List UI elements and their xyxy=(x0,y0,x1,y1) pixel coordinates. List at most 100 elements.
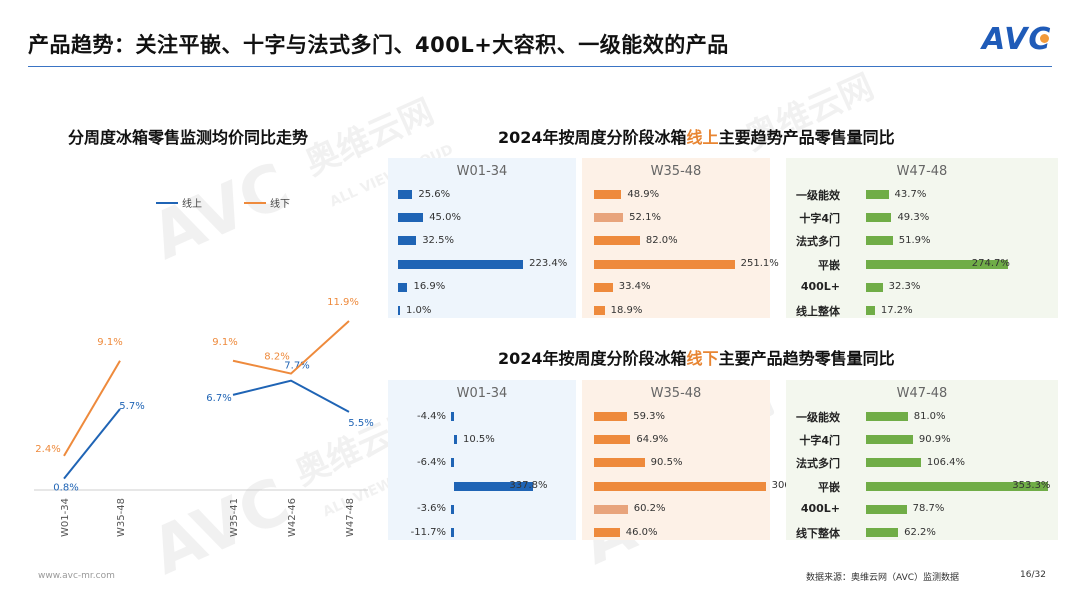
title-part: 2024年按周度分阶段冰箱 xyxy=(498,128,687,147)
panel-header: W47-48 xyxy=(896,164,948,179)
bar xyxy=(866,190,889,199)
category-label: 400L+ xyxy=(800,279,840,293)
data-label: 0.8% xyxy=(53,483,78,494)
bar xyxy=(594,213,624,223)
bar xyxy=(866,481,1049,491)
bar xyxy=(398,259,524,269)
data-label: 2.4% xyxy=(35,444,60,455)
line-chart-title: 分周度冰箱零售监测均价同比走势 xyxy=(68,128,309,147)
title-highlight-online: 线上 xyxy=(686,128,719,147)
x-tick-label: W47-48 xyxy=(345,498,356,537)
bar-value-label: 90.9% xyxy=(918,433,951,445)
bar xyxy=(594,435,631,445)
bar-value-label: 251.1% xyxy=(740,258,779,270)
category-label: 一级能效 xyxy=(796,189,840,202)
data-label: 7.7% xyxy=(284,361,309,372)
data-label: 9.1% xyxy=(212,337,237,348)
bar-value-label: 223.4% xyxy=(529,258,568,270)
bar-value-label: 33.4% xyxy=(618,281,651,293)
bar xyxy=(594,481,766,491)
page-number: 16/32 xyxy=(1020,570,1046,580)
bar xyxy=(866,504,907,514)
bar xyxy=(866,412,908,421)
bar xyxy=(866,306,875,315)
bar-value-label: -3.6% xyxy=(416,503,446,515)
bar-value-label: 60.2% xyxy=(633,503,666,515)
panel-header: W47-48 xyxy=(896,386,948,401)
bar-panel-w01-34: W01-34 xyxy=(388,380,576,540)
bar-value-label: 46.0% xyxy=(625,526,658,538)
data-label: 5.5% xyxy=(348,418,373,429)
bar xyxy=(594,458,645,468)
panel-header: W35-48 xyxy=(650,386,702,401)
bar xyxy=(866,528,899,537)
bar-value-label: 353.3% xyxy=(1012,480,1051,492)
category-label: 法式多门 xyxy=(796,457,840,471)
bar xyxy=(451,412,454,421)
bar-value-label: 25.6% xyxy=(418,188,451,200)
bar-value-label: 32.5% xyxy=(422,234,454,246)
bar xyxy=(594,190,622,199)
bar xyxy=(451,458,454,468)
online-bar-chart-title: 2024年按周度分阶段冰箱线上主要趋势产品零售量同比 xyxy=(498,124,895,148)
x-tick-label: W42-46 xyxy=(287,498,298,537)
bar-value-label: 337.8% xyxy=(509,480,548,492)
bar-value-label: 51.9% xyxy=(898,234,931,246)
category-label: 平嵌 xyxy=(818,480,840,494)
bar-value-label: 1.0% xyxy=(406,304,432,316)
data-label: 9.1% xyxy=(97,337,122,348)
bar xyxy=(398,213,424,223)
x-tick-label: W35-41 xyxy=(229,498,240,537)
x-tick-label: W35-48 xyxy=(116,498,127,537)
category-label: 线下整体 xyxy=(796,527,840,540)
bar-value-label: 32.3% xyxy=(888,281,921,293)
legend-label: 线下 xyxy=(270,197,290,210)
page-title: 产品趋势：关注平嵌、十字与法式多门、400L+大容积、一级能效的产品 xyxy=(28,33,729,57)
series-line-offline xyxy=(63,360,121,457)
bar-value-label: -6.4% xyxy=(416,456,446,468)
bar xyxy=(594,504,628,514)
data-label: 11.9% xyxy=(327,297,359,308)
bar xyxy=(451,528,454,537)
bar-value-label: 81.0% xyxy=(913,410,946,422)
logo-dot xyxy=(1040,34,1049,43)
x-tick-label: W01-34 xyxy=(60,498,71,537)
title-part: 主要趋势产品零售量同比 xyxy=(718,128,895,147)
bar xyxy=(866,236,893,246)
bar xyxy=(398,282,408,292)
category-label: 平嵌 xyxy=(818,258,840,272)
bar-panel-w47-48: W47-48 xyxy=(786,380,1058,540)
bar xyxy=(866,213,892,223)
bar-value-label: -4.4% xyxy=(416,410,446,422)
bar-value-label: 16.9% xyxy=(413,281,446,293)
offline-bar-chart-title: 2024年按周度分阶段冰箱线下主要产品趋势零售量同比 xyxy=(498,345,895,369)
bar xyxy=(594,259,735,269)
bar-value-label: 82.0% xyxy=(645,234,678,246)
bar xyxy=(594,282,613,292)
header-divider xyxy=(28,66,1052,67)
category-label: 法式多门 xyxy=(796,235,840,249)
avc-logo: AVC xyxy=(982,22,1052,57)
panel-header: W01-34 xyxy=(456,164,508,179)
bar-value-label: 59.3% xyxy=(633,410,665,422)
bar-value-label: 49.3% xyxy=(897,211,930,223)
category-label: 400L+ xyxy=(800,501,840,515)
data-label: 8.2% xyxy=(264,352,289,363)
bar-value-label: 48.9% xyxy=(627,188,660,200)
series-line-online xyxy=(63,408,121,480)
bar-panel-w47-48: W47-48 xyxy=(786,158,1058,318)
bar xyxy=(398,236,417,246)
title-part: 主要产品趋势零售量同比 xyxy=(718,349,895,368)
category-label: 一级能效 xyxy=(796,411,840,424)
category-label: 线上整体 xyxy=(796,305,840,318)
data-label: 5.7% xyxy=(119,401,144,412)
bar-value-label: 106.4% xyxy=(926,456,966,468)
bar-value-label: 274.7% xyxy=(971,258,1010,270)
series-line-offline xyxy=(232,320,350,375)
footer-source: 数据来源：奥维云网（AVC）监测数据 xyxy=(806,573,960,583)
bar-value-label: 64.9% xyxy=(636,433,669,445)
title-part: 2024年按周度分阶段冰箱 xyxy=(498,349,687,368)
bar-value-label: 18.9% xyxy=(610,304,643,316)
title-highlight-offline: 线下 xyxy=(686,349,719,368)
bar-value-label: 90.5% xyxy=(650,456,683,468)
